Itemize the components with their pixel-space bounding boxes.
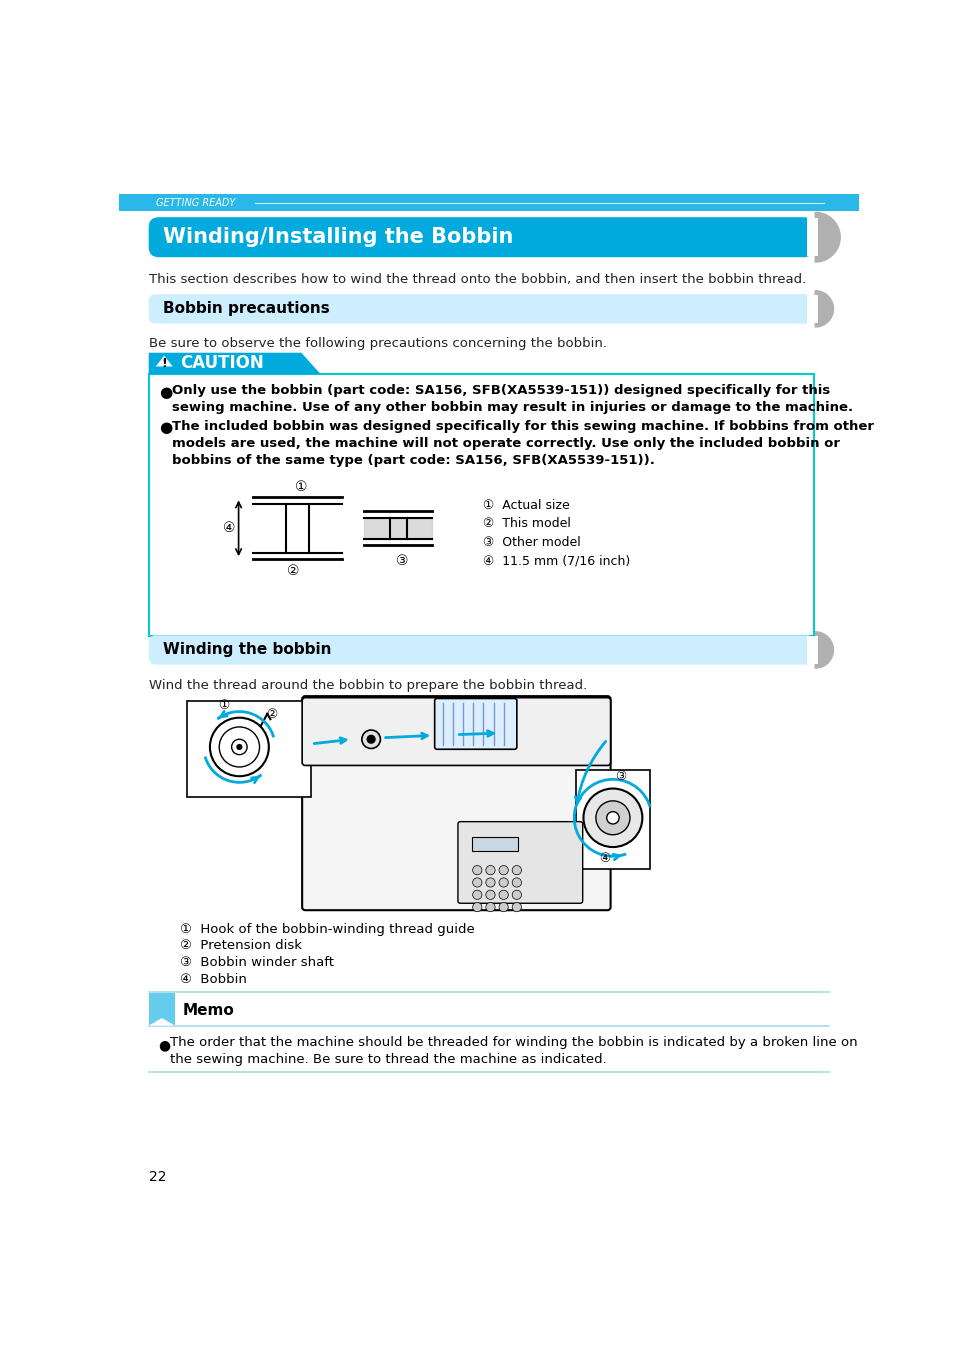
FancyBboxPatch shape (806, 636, 818, 663)
Bar (149, 993, 174, 1026)
Circle shape (485, 890, 495, 899)
Text: ②  This model: ② This model (483, 518, 571, 530)
Circle shape (236, 744, 242, 749)
Circle shape (472, 878, 481, 887)
Circle shape (606, 811, 618, 824)
Text: This section describes how to wind the thread onto the bobbin, and then insert t: This section describes how to wind the t… (149, 274, 805, 286)
FancyBboxPatch shape (149, 217, 813, 257)
Polygon shape (815, 291, 833, 328)
Text: Winding the bobbin: Winding the bobbin (162, 643, 331, 658)
Polygon shape (154, 355, 173, 367)
Text: ③  Other model: ③ Other model (483, 535, 580, 549)
Circle shape (512, 890, 521, 899)
Text: Memo: Memo (183, 1003, 234, 1018)
Text: ④  11.5 mm (7/16 inch): ④ 11.5 mm (7/16 inch) (483, 554, 630, 568)
Circle shape (498, 878, 508, 887)
FancyBboxPatch shape (302, 698, 610, 766)
Circle shape (485, 878, 495, 887)
Text: ●: ● (158, 1038, 170, 1051)
Circle shape (361, 731, 380, 748)
Text: ③  Bobbin winder shaft: ③ Bobbin winder shaft (179, 956, 334, 969)
Bar (472, 837, 517, 851)
FancyBboxPatch shape (806, 295, 818, 322)
Circle shape (472, 903, 481, 911)
Text: ④  Bobbin: ④ Bobbin (179, 973, 246, 987)
Text: ③: ③ (395, 554, 408, 568)
Circle shape (498, 890, 508, 899)
Circle shape (367, 736, 375, 743)
Bar (119, 194, 858, 212)
Polygon shape (815, 632, 833, 669)
Circle shape (596, 801, 629, 834)
Text: ②: ② (266, 708, 277, 721)
Text: ④: ④ (598, 852, 610, 865)
Text: ①  Hook of the bobbin-winding thread guide: ① Hook of the bobbin-winding thread guid… (179, 922, 474, 936)
Polygon shape (815, 213, 840, 262)
FancyBboxPatch shape (302, 696, 610, 910)
Circle shape (472, 865, 481, 875)
Text: ①  Actual size: ① Actual size (483, 499, 570, 512)
Circle shape (485, 865, 495, 875)
Text: ②: ② (287, 563, 299, 578)
Text: The order that the machine should be threaded for winding the bobbin is indicate: The order that the machine should be thr… (170, 1037, 857, 1066)
FancyBboxPatch shape (806, 218, 818, 256)
Bar (149, 375, 813, 636)
Text: ①: ① (294, 480, 307, 495)
Polygon shape (149, 1018, 174, 1026)
Text: Winding/Installing the Bobbin: Winding/Installing the Bobbin (162, 228, 513, 247)
FancyBboxPatch shape (435, 698, 517, 749)
Circle shape (583, 789, 641, 847)
Polygon shape (149, 353, 320, 375)
Text: ●: ● (159, 421, 172, 435)
Circle shape (472, 890, 481, 899)
Text: ●: ● (159, 386, 172, 400)
Circle shape (512, 903, 521, 911)
FancyBboxPatch shape (149, 635, 813, 665)
Circle shape (498, 865, 508, 875)
Text: Bobbin precautions: Bobbin precautions (162, 302, 329, 317)
Text: ②  Pretension disk: ② Pretension disk (179, 940, 301, 953)
FancyBboxPatch shape (149, 294, 813, 324)
Text: !: ! (161, 357, 167, 369)
Text: ①: ① (218, 698, 230, 712)
Text: ③: ③ (615, 770, 625, 783)
Text: Only use the bobbin (part code: SA156, SFB(XA5539-151)) designed specifically fo: Only use the bobbin (part code: SA156, S… (172, 384, 852, 414)
Text: CAUTION: CAUTION (179, 355, 263, 372)
Bar (187, 701, 311, 797)
Bar (576, 770, 649, 868)
Text: Wind the thread around the bobbin to prepare the bobbin thread.: Wind the thread around the bobbin to pre… (149, 679, 586, 693)
Text: ④: ④ (223, 522, 235, 535)
Circle shape (512, 865, 521, 875)
Text: 22: 22 (149, 1170, 166, 1185)
Text: Be sure to observe the following precautions concerning the bobbin.: Be sure to observe the following precaut… (149, 337, 606, 350)
Circle shape (512, 878, 521, 887)
Circle shape (485, 903, 495, 911)
FancyBboxPatch shape (457, 822, 582, 903)
Text: GETTING READY: GETTING READY (156, 198, 235, 208)
Circle shape (498, 903, 508, 911)
Text: The included bobbin was designed specifically for this sewing machine. If bobbin: The included bobbin was designed specifi… (172, 419, 873, 466)
